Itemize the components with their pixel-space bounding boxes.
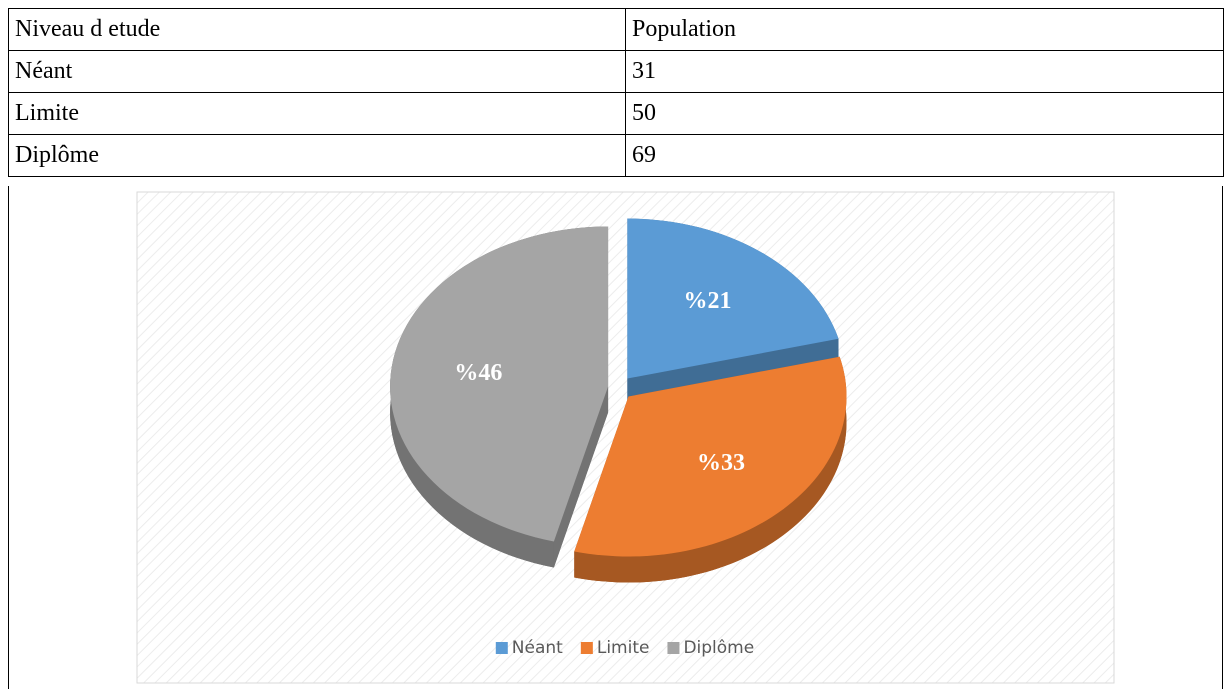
data-table: Niveau d etude Population Néant 31 Limit… [8, 8, 1224, 177]
legend-label: Diplôme [683, 638, 754, 658]
slice [574, 356, 847, 557]
table-cell: Néant [8, 50, 626, 93]
table-header: Niveau d etude Population [8, 8, 1224, 51]
slice-side [553, 386, 609, 568]
legend-label: Limite [597, 638, 650, 658]
chart-cell [8, 186, 1223, 689]
data-label: %33 [697, 450, 745, 476]
legend-swatch [495, 642, 508, 654]
table-row: Diplôme 69 [8, 134, 1224, 177]
legend-swatch [667, 642, 680, 654]
slice [390, 226, 609, 542]
table-cell: 50 [625, 92, 1224, 135]
header-cell: Niveau d etude [8, 8, 626, 51]
header-cell: Population [625, 8, 1224, 51]
data-label: %21 [684, 288, 732, 314]
table-cell: Diplôme [8, 134, 626, 177]
slice [627, 218, 839, 379]
slice-side [574, 356, 847, 583]
legend-swatch [580, 642, 593, 654]
legend-label: Néant [512, 638, 563, 658]
data-label: %46 [454, 360, 502, 386]
table-cell: 69 [625, 134, 1224, 177]
